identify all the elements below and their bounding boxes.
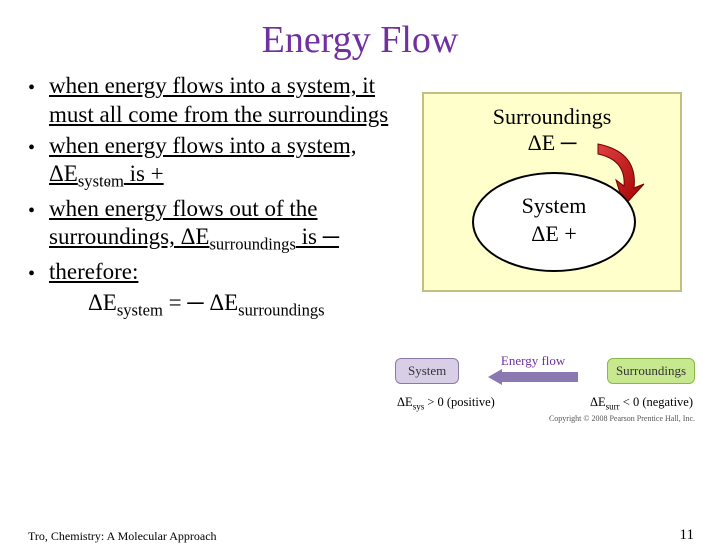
energy-flow-label: Energy flow [467,353,599,369]
equation: ΔEsystem = ─ ΔEsurroundings [88,290,408,321]
delta-e-surr-text: ΔEsurr < 0 (negative) [590,395,693,412]
delta-subscript: surr [606,402,620,412]
delta-fragment: < 0 (negative) [620,395,693,409]
eq-fragment: ΔE [88,290,117,315]
system-oval: System ΔE + [472,172,636,272]
list-item: • when energy flows into a system, ΔEsys… [28,132,408,193]
energy-flow-figure: System Energy flow Surroundings ΔEsys > … [395,353,695,423]
eq-subscript: surroundings [238,301,324,320]
left-arrow-icon [488,369,578,385]
list-item: • therefore: [28,258,408,287]
system-surroundings-diagram: Surroundings ΔE ─ System ΔE + [422,92,682,292]
bullet-dot-icon: • [28,78,35,98]
page-title: Energy Flow [0,18,720,62]
bullet-dot-icon: • [28,138,35,158]
system-label: System [474,192,634,220]
bullet-fragment: is + [124,161,164,186]
energy-flow-arrow-group: Energy flow [467,353,599,389]
list-item: • when energy flows out of the surroundi… [28,195,408,256]
eq-fragment: = ─ ΔE [163,290,238,315]
bullet-fragment: is ─ [296,224,339,249]
delta-e-sys-text: ΔEsys > 0 (positive) [397,395,495,412]
bullet-list: • when energy flows into a system, it mu… [28,72,408,286]
system-box: System [395,358,459,384]
bullet-subscript: system [78,172,124,191]
bullet-text: therefore: [49,258,138,287]
delta-fragment: ΔE [590,395,606,409]
figure-column: Surroundings ΔE ─ System ΔE + [408,72,700,321]
bullet-dot-icon: • [28,264,35,284]
delta-fragment: ΔE [397,395,413,409]
delta-e-plus-label: ΔE + [474,220,634,248]
delta-fragment: > 0 (positive) [424,395,495,409]
figure-row: System Energy flow Surroundings [395,353,695,389]
bullet-subscript: surroundings [209,235,295,254]
list-item: • when energy flows into a system, it mu… [28,72,408,130]
bullet-text: when energy flows into a system, ΔEsyste… [49,132,408,193]
copyright-text: Copyright © 2008 Pearson Prentice Hall, … [395,414,695,423]
surroundings-label: Surroundings [424,104,680,130]
bullet-dot-icon: • [28,201,35,221]
delta-subscript: sys [413,402,425,412]
delta-row: ΔEsys > 0 (positive) ΔEsurr < 0 (negativ… [395,395,695,412]
surroundings-box: Surroundings [607,358,695,384]
bullet-text: when energy flows into a system, it must… [49,72,408,130]
page-number: 11 [680,527,694,544]
content-area: • when energy flows into a system, it mu… [0,72,720,321]
bullet-list-column: • when energy flows into a system, it mu… [28,72,408,321]
footer-source: Tro, Chemistry: A Molecular Approach [28,529,217,544]
bullet-text: when energy flows out of the surrounding… [49,195,408,256]
eq-subscript: system [117,301,163,320]
